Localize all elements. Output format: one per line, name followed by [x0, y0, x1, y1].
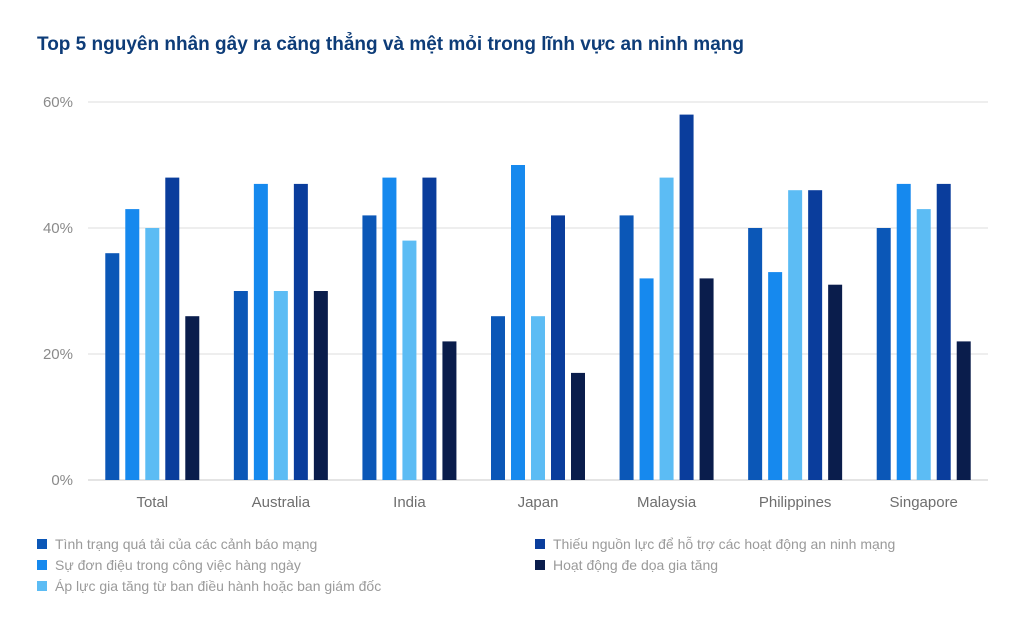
legend-item: Sự đơn điệu trong công việc hàng ngày [37, 557, 301, 573]
bar-japan-series-3 [531, 316, 545, 480]
x-tick-label: Japan [518, 494, 559, 511]
bar-total-series-3 [145, 228, 160, 480]
bar-total-series-1 [105, 253, 120, 480]
bar-philippines-series-2 [768, 272, 783, 480]
y-tick-label: 20% [43, 346, 73, 363]
legend-label: Áp lực gia tăng từ ban điều hành hoặc ba… [55, 578, 382, 594]
bar-japan-series-5 [571, 372, 585, 480]
bar-india-series-2 [382, 177, 397, 480]
bar-australia-series-3 [273, 291, 288, 480]
legend-item: Hoạt động đe dọa gia tăng [535, 557, 718, 573]
legend-label: Tình trạng quá tải của các cảnh báo mạng [55, 536, 318, 552]
y-tick-label: 60% [43, 94, 73, 111]
bar-india-series-4 [422, 177, 437, 480]
bar-australia-series-5 [313, 291, 328, 480]
bar-total-series-5 [185, 316, 200, 480]
bar-australia-series-1 [233, 291, 248, 480]
bar-australia-series-4 [293, 183, 308, 480]
bar-singapore-series-3 [916, 209, 931, 480]
bar-india-series-1 [362, 215, 377, 480]
bar-malaysia-series-4 [679, 114, 694, 480]
x-tick-label: Singapore [890, 494, 958, 511]
bar-malaysia-series-5 [699, 278, 714, 480]
x-tick-label: Total [136, 494, 168, 511]
bar-philippines-series-5 [828, 284, 843, 480]
bar-singapore-series-4 [936, 183, 951, 480]
legend-label: Hoạt động đe dọa gia tăng [553, 557, 719, 573]
bar-malaysia-series-3 [659, 177, 674, 480]
x-tick-label: Philippines [759, 494, 832, 511]
legend-label: Sự đơn điệu trong công việc hàng ngày [55, 557, 301, 573]
bar-singapore-series-1 [876, 228, 891, 480]
y-tick-label: 40% [43, 220, 73, 237]
bar-malaysia-series-1 [619, 215, 634, 480]
bar-india-series-3 [402, 240, 417, 480]
bar-philippines-series-1 [748, 228, 763, 480]
legend-item: Thiếu nguồn lực để hỗ trợ các hoạt động … [535, 536, 895, 552]
bar-singapore-series-2 [896, 183, 911, 480]
legend-item: Áp lực gia tăng từ ban điều hành hoặc ba… [37, 578, 381, 594]
legend-swatch [37, 560, 47, 570]
legend-swatch [37, 539, 47, 549]
y-tick-label: 0% [51, 472, 73, 489]
x-tick-label: Malaysia [637, 494, 697, 511]
bar-japan-series-2 [511, 165, 525, 480]
bar-malaysia-series-2 [639, 278, 654, 480]
legend-label: Thiếu nguồn lực để hỗ trợ các hoạt động … [553, 536, 896, 552]
legend-swatch [535, 539, 545, 549]
bar-philippines-series-3 [788, 190, 803, 480]
bar-australia-series-2 [253, 183, 268, 480]
bar-singapore-series-5 [956, 341, 971, 480]
legend-swatch [37, 581, 47, 591]
x-tick-label: India [393, 494, 426, 511]
x-tick-label: Australia [252, 494, 311, 511]
legend-item: Tình trạng quá tải của các cảnh báo mạng [37, 536, 317, 552]
bar-japan-series-1 [491, 316, 505, 480]
bar-japan-series-4 [551, 215, 565, 480]
bar-india-series-5 [442, 341, 457, 480]
chart-title: Top 5 nguyên nhân gây ra căng thẳng và m… [37, 34, 744, 55]
legend-swatch [535, 560, 545, 570]
bar-philippines-series-4 [808, 190, 823, 480]
bar-total-series-4 [165, 177, 180, 480]
bar-total-series-2 [125, 209, 140, 480]
